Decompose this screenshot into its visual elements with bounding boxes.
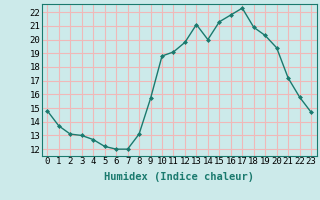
X-axis label: Humidex (Indice chaleur): Humidex (Indice chaleur) [104,172,254,182]
